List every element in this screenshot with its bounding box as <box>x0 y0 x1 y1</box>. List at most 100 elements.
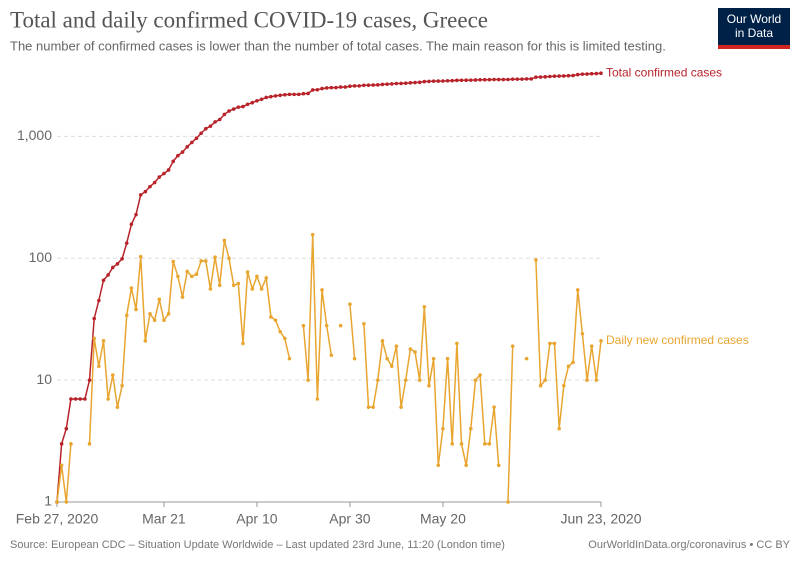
data-point <box>357 84 362 88</box>
data-point <box>389 82 394 86</box>
data-point <box>589 344 594 348</box>
data-point <box>73 397 78 401</box>
data-point <box>148 312 152 316</box>
data-point <box>259 97 264 102</box>
data-point <box>599 339 603 343</box>
data-point <box>301 323 306 328</box>
data-point <box>538 75 543 79</box>
data-point <box>580 331 585 336</box>
data-point <box>562 383 566 388</box>
data-point <box>208 287 213 291</box>
data-point <box>343 85 348 89</box>
data-point <box>217 283 222 288</box>
data-point <box>496 463 501 468</box>
data-point <box>143 339 148 343</box>
data-point <box>59 442 64 446</box>
data-point <box>548 74 552 79</box>
data-point <box>487 77 492 82</box>
data-point <box>134 307 138 312</box>
data-point <box>482 442 487 446</box>
data-point <box>236 105 241 109</box>
data-point <box>543 75 548 79</box>
data-point <box>134 212 138 217</box>
data-point <box>203 259 208 263</box>
data-point <box>124 241 129 245</box>
data-point <box>152 318 157 323</box>
data-point <box>552 341 557 346</box>
data-point <box>450 442 455 446</box>
data-point <box>69 442 73 446</box>
data-point <box>106 397 110 401</box>
x-tick-label: Apr 30 <box>329 511 370 527</box>
data-point <box>203 126 208 131</box>
data-point <box>399 81 403 86</box>
data-point <box>306 378 310 382</box>
data-point <box>506 77 510 82</box>
data-point <box>92 316 96 321</box>
logo-text: Our World <box>727 12 781 26</box>
x-tick-label: Feb 27, 2020 <box>16 511 99 527</box>
data-point <box>320 288 324 292</box>
data-point <box>534 75 538 79</box>
credit[interactable]: OurWorldInData.org/coronavirus • CC BY <box>588 539 790 551</box>
data-point <box>575 288 580 292</box>
data-point <box>366 405 371 409</box>
data-point <box>473 78 478 82</box>
data-point <box>59 463 64 468</box>
data-point <box>273 94 278 98</box>
data-point <box>478 373 482 377</box>
data-point <box>199 259 203 263</box>
data-point <box>389 364 394 369</box>
data-point <box>287 92 292 97</box>
data-point <box>55 500 59 504</box>
data-point <box>199 131 203 136</box>
data-point <box>478 77 482 82</box>
data-point <box>529 77 534 81</box>
data-point <box>120 256 124 261</box>
data-point <box>482 77 487 82</box>
data-point <box>422 79 427 84</box>
data-point <box>385 82 389 86</box>
data-point <box>106 273 110 277</box>
data-point <box>101 278 106 283</box>
data-point <box>83 397 87 401</box>
data-point <box>157 175 162 179</box>
data-point <box>455 341 459 346</box>
data-point <box>427 383 431 388</box>
data-point <box>97 364 101 369</box>
logo[interactable]: Our World in Data <box>718 8 790 49</box>
data-point <box>185 269 189 274</box>
data-point <box>180 295 185 299</box>
data-point <box>162 318 166 323</box>
data-point <box>264 95 269 100</box>
data-point <box>269 94 273 99</box>
x-tick-label: Apr 10 <box>236 511 277 527</box>
data-point <box>236 281 241 286</box>
data-point <box>566 364 571 369</box>
data-point <box>185 145 189 149</box>
data-point <box>227 109 231 113</box>
data-point <box>417 80 422 85</box>
data-point <box>129 286 134 290</box>
data-point <box>380 339 385 343</box>
data-point <box>315 87 320 92</box>
data-point <box>557 426 561 431</box>
data-point <box>87 378 92 382</box>
data-point <box>64 426 69 431</box>
series-label: Daily new confirmed cases <box>606 333 749 347</box>
data-point <box>115 405 120 409</box>
data-point <box>469 78 473 82</box>
data-point <box>143 189 148 194</box>
data-point <box>436 463 441 468</box>
data-point <box>78 397 83 401</box>
data-point <box>403 378 408 382</box>
data-point <box>422 304 427 309</box>
data-point <box>166 168 171 172</box>
data-point <box>594 71 599 76</box>
data-point <box>515 77 520 81</box>
data-point <box>441 79 445 83</box>
data-point <box>506 500 510 504</box>
data-point <box>394 344 399 348</box>
data-point <box>552 74 557 78</box>
